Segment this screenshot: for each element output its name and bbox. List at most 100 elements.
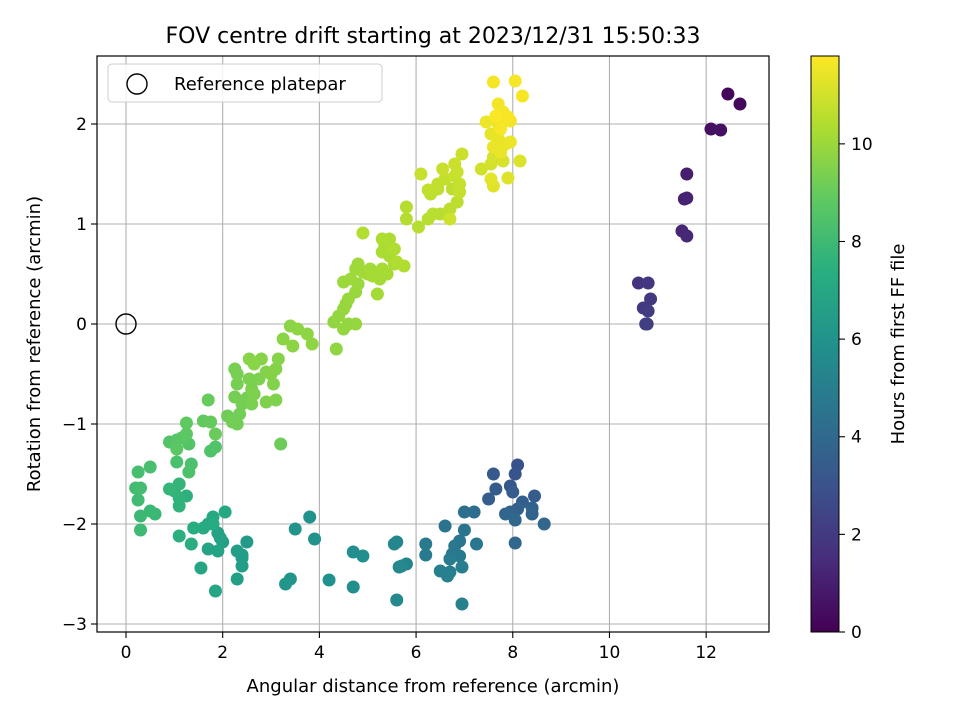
data-point xyxy=(680,191,694,205)
data-point xyxy=(172,529,186,543)
data-point xyxy=(218,505,232,519)
data-point xyxy=(329,342,343,356)
data-point xyxy=(503,135,517,149)
x-tick-label: 0 xyxy=(121,643,132,663)
data-point xyxy=(467,505,481,519)
data-point xyxy=(187,521,201,535)
colorbar-tick-label: 4 xyxy=(851,428,862,448)
data-point xyxy=(230,367,244,381)
data-point xyxy=(501,171,515,185)
data-point xyxy=(346,580,360,594)
data-point xyxy=(259,395,273,409)
data-point xyxy=(443,552,457,566)
data-point xyxy=(288,522,302,536)
data-point xyxy=(230,377,244,391)
data-point xyxy=(308,532,322,546)
data-point xyxy=(448,157,462,171)
data-point xyxy=(395,559,409,573)
data-point xyxy=(506,485,520,499)
data-point xyxy=(269,393,283,407)
data-point xyxy=(143,504,157,518)
data-point xyxy=(194,561,208,575)
data-point xyxy=(170,442,184,456)
data-point xyxy=(721,87,735,101)
data-point xyxy=(344,272,358,286)
data-point xyxy=(714,123,728,137)
data-point xyxy=(380,267,394,281)
data-point xyxy=(486,75,500,89)
legend-marker-icon xyxy=(126,73,148,95)
y-axis-label: Rotation from reference (arcmin) xyxy=(24,196,45,492)
data-point xyxy=(208,440,222,454)
data-point xyxy=(455,597,469,611)
data-point xyxy=(501,110,515,124)
data-point xyxy=(247,387,261,401)
data-point xyxy=(233,407,247,421)
data-point xyxy=(134,481,148,495)
data-point xyxy=(733,97,747,111)
x-tick-label: 10 xyxy=(599,643,621,663)
data-point xyxy=(208,427,222,441)
x-tick-label: 12 xyxy=(695,643,717,663)
data-point xyxy=(131,465,145,479)
y-tick-label: 0 xyxy=(76,315,87,335)
data-point xyxy=(450,195,464,209)
data-point xyxy=(286,339,300,353)
data-point xyxy=(303,510,317,524)
data-point xyxy=(242,372,256,386)
colorbar-tick-label: 2 xyxy=(851,525,862,545)
plot-frame xyxy=(96,55,770,633)
colorbar-label: Hours from first FF file xyxy=(888,244,909,445)
data-point xyxy=(322,573,336,587)
data-point xyxy=(240,535,254,549)
data-point xyxy=(274,437,288,451)
y-axis-ticks: −3 −2 −1 0 1 2 xyxy=(62,115,97,635)
colorbar-ticks: 0 2 4 6 8 10 xyxy=(839,135,873,643)
data-point xyxy=(184,537,198,551)
data-point xyxy=(484,172,498,186)
data-point xyxy=(494,145,508,159)
legend-box xyxy=(107,63,383,103)
data-point xyxy=(414,167,428,181)
data-point xyxy=(513,154,527,168)
data-point xyxy=(211,544,225,558)
data-point xyxy=(264,367,278,381)
data-point xyxy=(508,74,522,88)
data-point xyxy=(182,465,196,479)
data-point xyxy=(170,455,184,469)
data-point xyxy=(482,492,496,506)
colorbar-tick-label: 6 xyxy=(851,330,862,350)
data-point xyxy=(528,489,542,503)
data-point xyxy=(235,559,249,573)
colorbar-gradient xyxy=(810,55,840,633)
data-point xyxy=(143,460,157,474)
x-tick-label: 8 xyxy=(507,643,518,663)
data-point xyxy=(245,397,259,411)
data-point xyxy=(508,513,522,527)
data-point xyxy=(640,317,654,331)
y-tick-label: −1 xyxy=(62,415,87,435)
data-point xyxy=(204,415,218,429)
data-point xyxy=(172,499,186,513)
data-point xyxy=(494,122,508,136)
data-point xyxy=(455,147,469,161)
data-point xyxy=(266,377,280,391)
data-point xyxy=(356,549,370,563)
legend-entry-reference: Reference platepar xyxy=(174,74,346,95)
data-point xyxy=(276,332,290,346)
data-point xyxy=(387,242,401,256)
data-point xyxy=(421,183,435,197)
data-point xyxy=(370,287,384,301)
x-tick-label: 6 xyxy=(411,643,422,663)
colorbar-tick-label: 8 xyxy=(851,232,862,252)
y-tick-label: 2 xyxy=(76,115,87,135)
y-tick-label: −2 xyxy=(62,515,87,535)
data-point xyxy=(397,259,411,273)
data-point xyxy=(443,212,457,226)
data-point xyxy=(179,416,193,430)
data-point xyxy=(163,482,177,496)
data-point xyxy=(537,517,551,531)
data-point xyxy=(419,548,433,562)
data-point xyxy=(499,507,513,521)
